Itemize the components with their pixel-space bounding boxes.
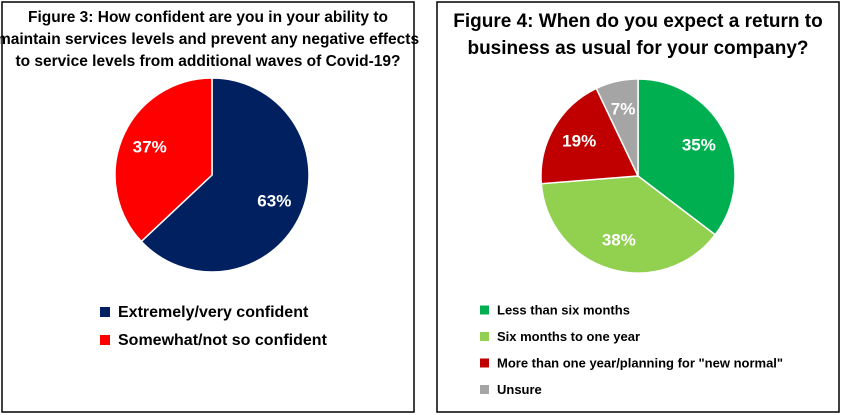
data-label: 63% [257,191,291,210]
legend-label: Unsure [497,382,542,397]
chart-title: Figure 3: How confident are you in your … [0,9,419,70]
title-line: Figure 3: How confident are you in your … [28,9,388,26]
title-line: Figure 4: When do you expect a return to [453,11,822,32]
legend-swatch [100,307,110,317]
data-label: 35% [682,135,716,154]
legend-swatch [100,335,110,345]
pie-slice [540,175,717,274]
legend-label: Extremely/very confident [118,304,309,321]
legend-swatch [480,358,489,368]
pie-slice [540,87,640,185]
data-label: 38% [602,231,636,250]
legend-label: More than one year/planning for "new nor… [497,355,783,370]
pie-slice [595,78,639,177]
legend-swatch [480,332,489,341]
title-line: maintain services levels and prevent any… [0,31,419,48]
legend-swatch [480,305,489,315]
pie-slice [114,77,213,243]
pie-slice [637,78,736,236]
data-label: 37% [133,138,167,157]
pie-slice [140,77,310,273]
chart-title: Figure 4: When do you expect a return to… [453,11,822,59]
legend-label: Somewhat/not so confident [118,332,328,349]
data-label: 19% [562,132,596,151]
legend-swatch [480,385,489,394]
data-label: 7% [611,99,636,118]
title-line: business as usual for your company? [467,38,808,59]
legend-label: Less than six months [497,302,630,317]
legend-label: Six months to one year [497,329,640,344]
title-line: to service levels from additional waves … [15,53,400,70]
